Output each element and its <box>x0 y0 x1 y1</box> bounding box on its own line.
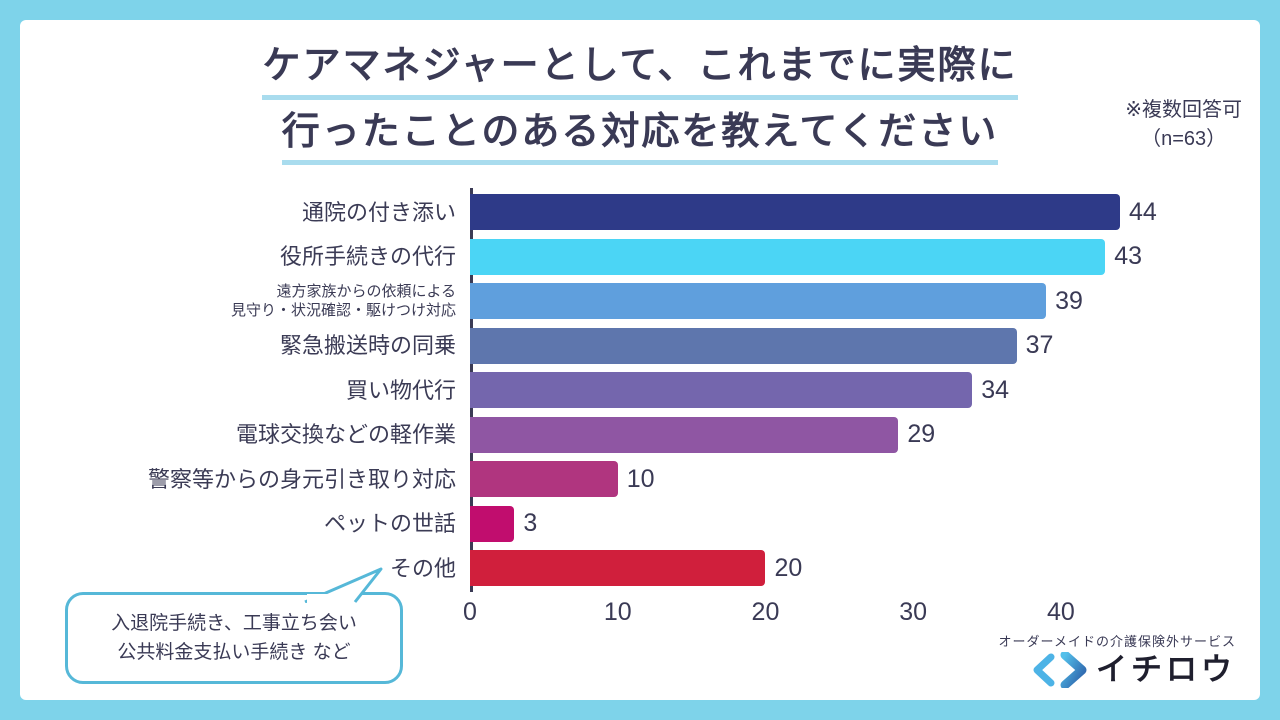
bar-row: その他 20 <box>20 546 1260 591</box>
bar-fill <box>470 372 973 409</box>
other-callout-bubble: 入退院手続き、工事立ち会い 公共料金支払い手続き など <box>65 567 403 684</box>
bar-row: 通院の付き添い 44 <box>20 190 1260 235</box>
chart-card: ケアマネジャーとして、これまでに実際に 行ったことのある対応を教えてください ※… <box>20 20 1260 700</box>
bar-track: 44 <box>470 190 1157 235</box>
bar-track: 20 <box>470 546 1120 591</box>
bar-row: 遠方家族からの依頼による 見守り・状況確認・駆けつけ対応 39 <box>20 279 1260 324</box>
bar-fill <box>470 283 1047 320</box>
brand-footer: オーダーメイドの介護保険外サービス イチロウ <box>999 631 1236 688</box>
page-title: ケアマネジャーとして、これまでに実際に 行ったことのある対応を教えてください <box>20 44 1260 175</box>
bar-value: 37 <box>1025 331 1054 360</box>
bar-value: 20 <box>774 553 803 582</box>
bar-value: 10 <box>626 464 655 493</box>
bar-row: ペットの世話 3 <box>20 502 1260 547</box>
bar-fill <box>470 550 766 587</box>
x-axis: 0 10 20 30 40 <box>463 598 1120 632</box>
bar-row: 警察等からの身元引き取り対応 10 <box>20 457 1260 502</box>
bar-value: 34 <box>981 375 1010 404</box>
bar-row: 役所手続きの代行 43 <box>20 235 1260 280</box>
bar-label: その他 <box>389 555 456 581</box>
x-tick: 30 <box>899 598 928 626</box>
x-tick: 20 <box>751 598 780 626</box>
bar-fill <box>470 416 899 453</box>
bubble-tail <box>304 567 383 603</box>
brand-tagline: オーダーメイドの介護保険外サービス <box>998 634 1236 649</box>
bar-value: 29 <box>907 420 936 449</box>
title-line-2: 行ったことのある対応を教えてください <box>20 110 1260 166</box>
bar-label: 緊急搬送時の同乗 <box>279 333 456 359</box>
brand-chevrons-icon <box>1033 652 1087 688</box>
bar-value: 39 <box>1055 286 1083 315</box>
bar-label: ペットの世話 <box>323 511 456 537</box>
x-tick: 10 <box>603 598 632 626</box>
bar-value: 44 <box>1129 197 1157 226</box>
survey-note-line1: ※複数回答可 <box>1125 99 1242 121</box>
bar-fill <box>470 238 1106 275</box>
bar-row: 緊急搬送時の同乗 37 <box>20 324 1260 369</box>
bar-value: 43 <box>1114 242 1143 271</box>
bar-fill <box>470 194 1120 231</box>
title-line-1: ケアマネジャーとして、これまでに実際に <box>20 44 1260 100</box>
bar-track: 3 <box>470 502 1120 547</box>
bar-label: 通院の付き添い <box>301 199 456 225</box>
x-tick: 0 <box>463 598 477 626</box>
bar-label: 電球交換などの軽作業 <box>235 422 456 448</box>
x-tick: 40 <box>1047 598 1075 626</box>
callout-line2: 公共料金支払い手続き など <box>117 642 351 663</box>
bar-track: 39 <box>470 279 1120 324</box>
bar-row: 買い物代行 34 <box>20 368 1260 413</box>
bar-row: 電球交換などの軽作業 29 <box>20 413 1260 458</box>
bar-label: 遠方家族からの依頼による 見守り・状況確認・駆けつけ対応 <box>230 282 456 320</box>
bar-label: 警察等からの身元引き取り対応 <box>147 466 456 492</box>
bar-track: 29 <box>470 413 1120 458</box>
bar-fill <box>470 327 1017 364</box>
bar-chart: 通院の付き添い 44 役所手続きの代行 43 遠方家族からの依頼による 見守り・… <box>20 190 1260 591</box>
bar-track: 10 <box>470 457 1120 502</box>
bar-label: 役所手続きの代行 <box>279 244 456 270</box>
bar-track: 37 <box>470 324 1120 369</box>
bar-fill <box>470 461 618 498</box>
callout-line1: 入退院手続き、工事立ち会い <box>111 612 357 634</box>
bar-track: 43 <box>470 235 1142 280</box>
bar-track: 34 <box>470 368 1120 413</box>
survey-note: ※複数回答可 （n=63） <box>1125 96 1242 154</box>
brand-name: イチロウ <box>1096 651 1236 687</box>
bar-value: 3 <box>523 509 538 538</box>
bar-label: 買い物代行 <box>345 377 456 403</box>
survey-note-line2: （n=63） <box>1141 128 1227 150</box>
bar-fill <box>470 505 515 542</box>
